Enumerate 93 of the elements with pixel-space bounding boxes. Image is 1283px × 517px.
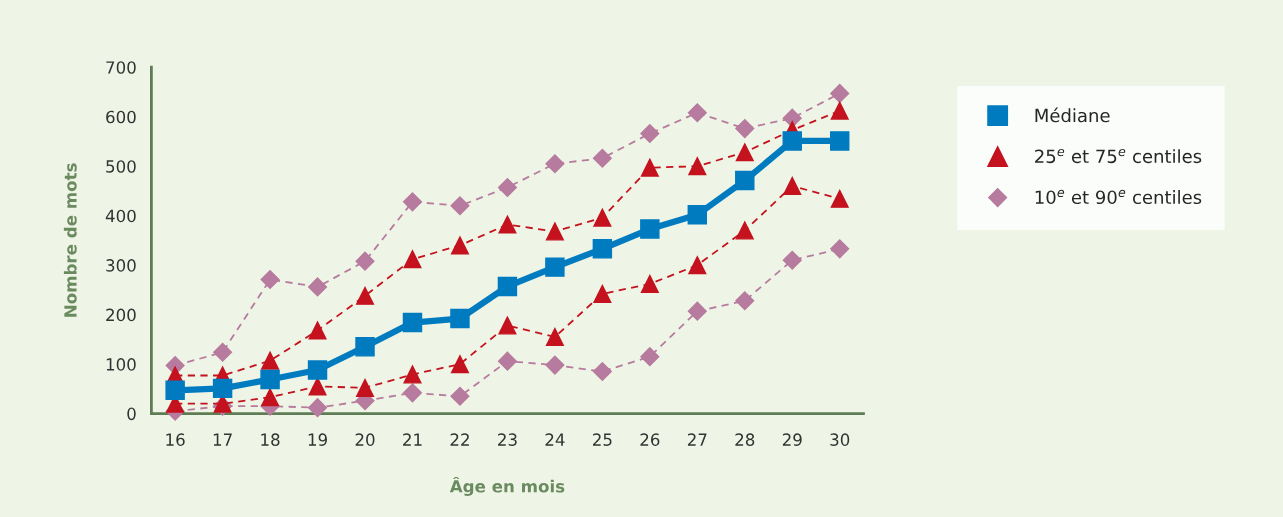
point — [735, 119, 755, 139]
point — [261, 388, 280, 407]
point — [640, 123, 660, 144]
point — [640, 347, 660, 367]
legend-label: 10$^{e}$ et 90$^{e}$ centiles — [1035, 189, 1202, 205]
x-tick-label: 25 — [592, 433, 612, 446]
point — [450, 355, 469, 374]
point — [402, 312, 423, 333]
x-tick-label: 28 — [735, 433, 755, 446]
point — [593, 208, 612, 227]
point — [497, 177, 517, 197]
point — [782, 131, 802, 151]
point — [498, 316, 517, 335]
legend-label: 25$^{e}$ et 75$^{e}$ centiles — [1035, 148, 1202, 164]
point — [688, 157, 707, 176]
y-tick-label: 600 — [106, 110, 136, 124]
x-tick-label: 21 — [403, 433, 422, 446]
x-tick-label: 27 — [687, 433, 707, 446]
point — [545, 222, 564, 241]
x-tick-label: 19 — [308, 433, 327, 446]
y-tick-label: 300 — [106, 259, 136, 272]
point — [403, 250, 422, 269]
point — [308, 321, 327, 340]
point — [260, 369, 280, 390]
x-tick-label: 29 — [782, 433, 802, 446]
point — [308, 277, 328, 297]
legend-label: Médiane — [1035, 107, 1110, 123]
point — [261, 351, 280, 370]
point — [640, 219, 660, 239]
x-tick-label: 16 — [166, 433, 185, 446]
point — [355, 251, 375, 271]
point — [497, 276, 518, 297]
point — [735, 291, 755, 311]
y-tick-label: 0 — [127, 407, 136, 421]
point — [355, 378, 375, 397]
point — [592, 148, 612, 168]
x-axis-title: Âge en mois — [449, 476, 565, 496]
point — [592, 239, 613, 259]
point — [213, 342, 233, 362]
point — [687, 204, 708, 225]
point — [735, 221, 754, 240]
point — [545, 257, 565, 277]
point — [783, 176, 802, 196]
point — [402, 383, 423, 403]
point — [735, 143, 754, 162]
x-tick-label: 23 — [498, 433, 517, 446]
point — [165, 380, 185, 401]
point — [450, 386, 470, 406]
point — [212, 378, 233, 399]
point — [355, 337, 375, 357]
point — [687, 103, 707, 123]
point — [308, 377, 327, 396]
point — [545, 327, 564, 346]
point — [402, 192, 423, 212]
point — [497, 351, 517, 371]
point — [640, 158, 659, 177]
point — [830, 131, 850, 151]
point — [640, 274, 659, 293]
x-tick-label: 18 — [261, 433, 280, 446]
point — [260, 269, 280, 290]
point — [545, 154, 565, 174]
point — [830, 101, 849, 120]
point — [830, 189, 849, 208]
point — [688, 256, 707, 275]
y-tick-label: 200 — [106, 308, 136, 322]
point — [830, 83, 850, 103]
point — [307, 360, 328, 380]
point — [545, 355, 565, 375]
y-tick-label: 700 — [106, 61, 136, 74]
point — [782, 250, 802, 270]
point — [592, 362, 612, 382]
point — [593, 284, 612, 303]
point — [498, 215, 517, 234]
point — [687, 301, 707, 321]
point — [450, 236, 469, 255]
x-tick-label: 30 — [830, 433, 850, 446]
y-axis-title: Nombre de mots — [63, 163, 77, 317]
point — [308, 398, 328, 418]
point — [450, 308, 470, 329]
y-tick-label: 400 — [105, 209, 136, 223]
x-tick-label: 22 — [450, 433, 469, 446]
y-tick-label: 500 — [106, 160, 136, 173]
point — [782, 108, 802, 128]
x-tick-label: 17 — [213, 433, 232, 446]
x-tick-label: 24 — [545, 433, 565, 446]
point — [450, 196, 470, 216]
x-tick-label: 26 — [640, 433, 660, 446]
point — [355, 286, 375, 305]
point — [735, 170, 755, 191]
point — [403, 365, 422, 384]
x-tick-label: 20 — [355, 433, 375, 446]
point — [830, 239, 850, 259]
y-tick-label: 100 — [106, 358, 136, 371]
